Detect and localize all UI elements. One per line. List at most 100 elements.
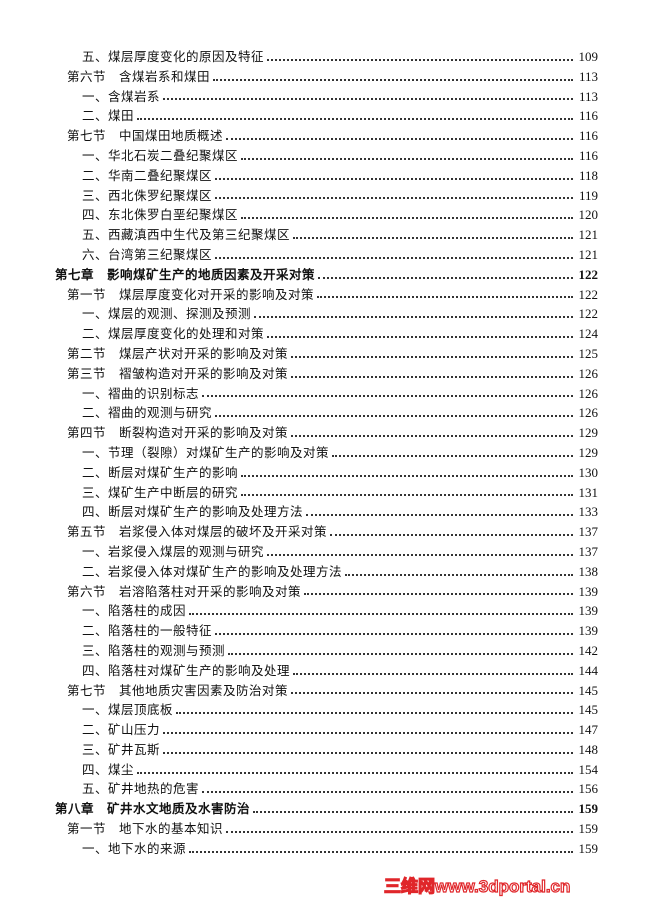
toc-entry-item: 一、岩浆侵入煤层的观测与研究 137 — [0, 542, 652, 562]
dot-leader — [304, 593, 573, 596]
dot-leader — [317, 296, 573, 299]
toc-entry-label: 第六节 含煤岩系和煤田 — [67, 68, 211, 84]
toc-page-number: 130 — [578, 464, 599, 480]
toc-entry-label: 一、煤层的观测、探测及预测 — [82, 306, 252, 322]
watermark: 三维网www.3dportal.cn — [383, 876, 571, 896]
toc-entry-item: 一、含煤岩系 113 — [0, 87, 652, 107]
dot-leader — [253, 811, 573, 814]
toc-entry-item: 二、煤田 116 — [0, 106, 652, 126]
dot-leader — [267, 336, 573, 339]
toc-entry-item: 三、煤矿生产中断层的研究 131 — [0, 483, 652, 503]
toc-page-number: 113 — [578, 88, 598, 104]
dot-leader — [332, 454, 573, 457]
toc-entry-section: 第二节 煤层产状对开采的影响及对策 125 — [0, 344, 652, 364]
dot-leader — [306, 514, 573, 517]
toc-page-number: 116 — [578, 147, 598, 163]
toc-entry-item: 五、矿井地热的危害 156 — [0, 779, 652, 799]
toc-entry-item: 二、断层对煤矿生产的影响 130 — [0, 463, 652, 483]
toc-page-number: 119 — [578, 187, 598, 203]
toc-page-number: 139 — [578, 603, 599, 619]
dot-leader — [215, 197, 573, 200]
dot-leader — [291, 692, 573, 695]
dot-leader — [137, 771, 573, 774]
toc-entry-section: 第一节 地下水的基本知识 159 — [0, 819, 652, 839]
toc-page-number: 116 — [578, 108, 598, 124]
toc-entry-section: 第四节 断裂构造对开采的影响及对策 129 — [0, 423, 652, 443]
toc-entry-item: 一、华北石炭二叠纪聚煤区 116 — [0, 146, 652, 166]
toc-entry-item: 一、陷落柱的成因 139 — [0, 601, 652, 621]
toc-entry-label: 第六节 岩溶陷落柱对开采的影响及对策 — [67, 583, 302, 599]
toc-entry-label: 五、西藏滇西中生代及第三纪聚煤区 — [82, 227, 291, 243]
toc-entry-section: 第六节 含煤岩系和煤田 113 — [0, 67, 652, 87]
toc-entry-label: 第一节 煤层厚度变化对开采的影响及对策 — [67, 286, 315, 302]
toc-page-number: 129 — [578, 444, 599, 460]
dot-leader — [215, 177, 573, 180]
dot-leader — [291, 355, 573, 358]
toc-entry-item: 一、煤层顶底板 145 — [0, 700, 652, 720]
dot-leader — [318, 276, 573, 279]
dot-leader — [241, 474, 573, 477]
dot-leader — [291, 375, 573, 378]
toc-page-number: 156 — [578, 781, 599, 797]
toc-entry-label: 五、矿井地热的危害 — [82, 781, 200, 797]
dot-leader — [213, 78, 573, 81]
dot-leader — [228, 652, 573, 655]
toc-page-number: 131 — [578, 484, 599, 500]
dot-leader — [202, 791, 573, 794]
toc-page-number: 133 — [578, 504, 599, 520]
toc-entry-label: 三、陷落柱的观测与预测 — [82, 642, 226, 658]
dot-leader — [241, 157, 573, 160]
toc-page-number: 122 — [578, 306, 599, 322]
toc-page-number: 129 — [578, 425, 599, 441]
toc-entry-item: 四、陷落柱对煤矿生产的影响及处理 144 — [0, 661, 652, 681]
dot-leader — [267, 553, 573, 556]
toc-entry-item: 二、岩浆侵入体对煤矿生产的影响及处理方法 138 — [0, 562, 652, 582]
toc-entry-item: 二、陷落柱的一般特征 139 — [0, 621, 652, 641]
toc-page-number: 159 — [578, 840, 599, 856]
toc-entry-label: 第四节 断裂构造对开采的影响及对策 — [67, 425, 289, 441]
toc-page-number: 147 — [578, 722, 599, 738]
toc-page-number: 122 — [578, 286, 599, 302]
dot-leader — [176, 712, 573, 715]
toc-entry-item: 四、煤尘 154 — [0, 760, 652, 780]
toc-page-number: 122 — [578, 266, 599, 282]
toc-page-number: 142 — [578, 642, 599, 658]
toc-entry-label: 一、地下水的来源 — [82, 840, 187, 856]
toc-page-number: 137 — [578, 524, 599, 540]
toc-page-number: 118 — [578, 167, 598, 183]
toc-page-number: 144 — [578, 662, 599, 678]
toc-page-number: 159 — [578, 821, 599, 837]
toc-entry-label: 二、矿山压力 — [82, 722, 161, 738]
toc-entry-label: 二、断层对煤矿生产的影响 — [82, 464, 239, 480]
toc-entry-item: 二、华南二叠纪聚煤区 118 — [0, 166, 652, 186]
toc-entry-item: 五、煤层厚度变化的原因及特征 109 — [0, 47, 652, 67]
toc-entry-label: 一、岩浆侵入煤层的观测与研究 — [82, 543, 265, 559]
toc-entry-label: 四、东北侏罗白垩纪聚煤区 — [82, 207, 239, 223]
toc-entry-label: 二、褶曲的观测与研究 — [82, 405, 213, 421]
table-of-contents: 五、煤层厚度变化的原因及特征 109 第六节 含煤岩系和煤田 113 一、含煤岩系 113… — [0, 47, 652, 859]
toc-page-number: 121 — [578, 246, 599, 262]
toc-page-number: 116 — [578, 128, 598, 144]
toc-entry-label: 四、陷落柱对煤矿生产的影响及处理 — [82, 662, 291, 678]
dot-leader — [189, 613, 573, 616]
toc-entry-section: 第三节 褶皱构造对开采的影响及对策 126 — [0, 364, 652, 384]
toc-page-number: 139 — [578, 623, 599, 639]
dot-leader — [291, 435, 573, 438]
dot-leader — [330, 534, 573, 537]
toc-entry-label: 二、岩浆侵入体对煤矿生产的影响及处理方法 — [82, 563, 343, 579]
toc-entry-label: 三、西北侏罗纪聚煤区 — [82, 187, 213, 203]
toc-entry-chapter: 第七章 影响煤矿生产的地质因素及开采对策 122 — [0, 265, 652, 285]
toc-page-number: 120 — [578, 207, 599, 223]
toc-entry-label: 第七章 影响煤矿生产的地质因素及开采对策 — [55, 266, 316, 282]
dot-leader — [293, 672, 573, 675]
toc-entry-label: 一、褶曲的识别标志 — [82, 385, 200, 401]
toc-page-number: 109 — [578, 49, 599, 64]
toc-entry-label: 第七节 中国煤田地质概述 — [67, 128, 224, 144]
toc-entry-item: 一、节理（裂隙）对煤矿生产的影响及对策 129 — [0, 443, 652, 463]
toc-entry-item: 五、西藏滇西中生代及第三纪聚煤区 121 — [0, 225, 652, 245]
toc-page-number: 139 — [578, 583, 599, 599]
dot-leader — [189, 850, 573, 853]
toc-entry-label: 五、煤层厚度变化的原因及特征 — [82, 49, 265, 64]
dot-leader — [215, 415, 573, 418]
toc-entry-item: 二、褶曲的观测与研究 126 — [0, 403, 652, 423]
